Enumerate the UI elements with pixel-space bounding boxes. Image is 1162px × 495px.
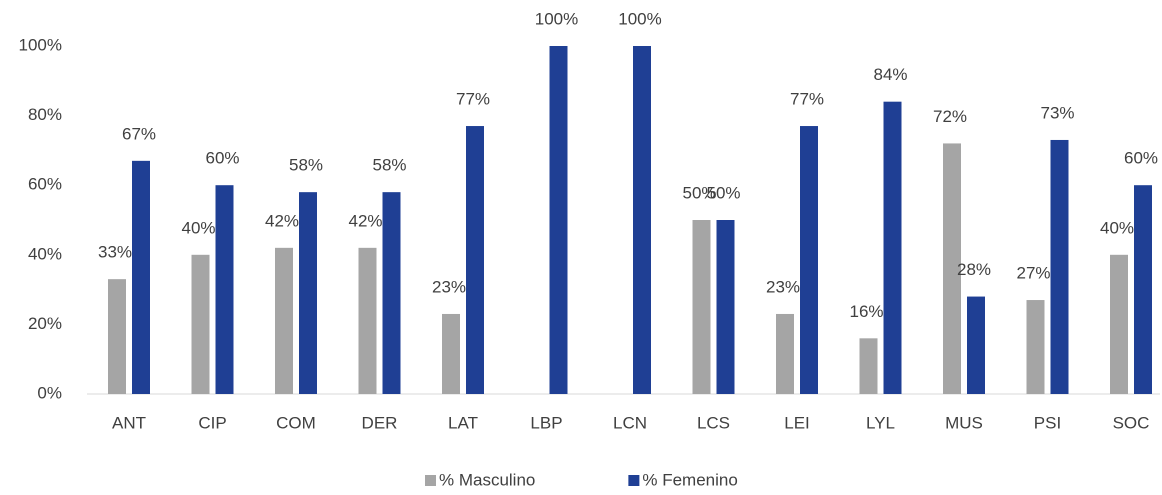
legend-swatch bbox=[425, 475, 436, 486]
value-label: 100% bbox=[535, 9, 578, 28]
x-tick-label: LCN bbox=[613, 413, 647, 432]
value-label: 27% bbox=[1016, 264, 1050, 283]
bar bbox=[943, 143, 961, 394]
value-label: 67% bbox=[122, 124, 156, 143]
x-tick-label: SOC bbox=[1113, 413, 1150, 432]
value-label: 60% bbox=[1124, 149, 1158, 168]
bar bbox=[883, 101, 902, 395]
x-tick-label: LEI bbox=[784, 413, 810, 432]
value-label: 50% bbox=[706, 183, 740, 202]
value-label: 77% bbox=[456, 90, 490, 109]
bar bbox=[967, 296, 985, 394]
value-label: 58% bbox=[289, 156, 323, 175]
bar bbox=[442, 313, 460, 394]
bar bbox=[1050, 139, 1069, 394]
value-label: 40% bbox=[1100, 218, 1134, 237]
bar bbox=[859, 338, 878, 394]
value-label: 42% bbox=[265, 211, 299, 230]
value-label: 40% bbox=[181, 218, 215, 237]
y-tick-label: 80% bbox=[28, 105, 62, 124]
x-tick-label: CIP bbox=[198, 413, 226, 432]
bar bbox=[549, 46, 568, 394]
value-label: 16% bbox=[849, 302, 883, 321]
value-label: 84% bbox=[873, 65, 907, 84]
bar bbox=[716, 220, 735, 394]
value-label: 72% bbox=[933, 107, 967, 126]
x-tick-label: LBP bbox=[530, 413, 562, 432]
x-tick-label: LCS bbox=[697, 413, 730, 432]
value-label: 100% bbox=[618, 9, 661, 28]
x-tick-label: PSI bbox=[1034, 413, 1061, 432]
bar bbox=[382, 192, 401, 394]
bar bbox=[299, 192, 317, 394]
value-label: 73% bbox=[1040, 103, 1074, 122]
value-label: 23% bbox=[766, 277, 800, 296]
value-label: 28% bbox=[957, 260, 991, 279]
value-label: 33% bbox=[98, 243, 132, 262]
x-tick-label: LYL bbox=[866, 413, 895, 432]
bar bbox=[466, 126, 484, 394]
bar bbox=[1026, 300, 1045, 394]
value-label: 58% bbox=[372, 156, 406, 175]
bar bbox=[1134, 185, 1152, 394]
bar bbox=[800, 126, 818, 394]
y-tick-label: 100% bbox=[19, 35, 62, 54]
value-label: 77% bbox=[790, 90, 824, 109]
x-tick-label: DER bbox=[362, 413, 398, 432]
bar bbox=[692, 220, 711, 394]
legend-label: % Femenino bbox=[642, 470, 737, 489]
value-label: 23% bbox=[432, 277, 466, 296]
bar bbox=[108, 279, 126, 394]
legend-label: % Masculino bbox=[439, 470, 535, 489]
value-label: 50% bbox=[682, 183, 716, 202]
bar bbox=[191, 254, 210, 394]
x-tick-label: ANT bbox=[112, 413, 146, 432]
value-label: 60% bbox=[205, 149, 239, 168]
legend-swatch bbox=[628, 475, 640, 486]
y-tick-label: 40% bbox=[28, 244, 62, 263]
bar bbox=[215, 185, 234, 394]
y-tick-label: 60% bbox=[28, 175, 62, 194]
value-label: 42% bbox=[348, 211, 382, 230]
y-tick-label: 0% bbox=[37, 383, 62, 402]
y-tick-label: 20% bbox=[28, 314, 62, 333]
bar bbox=[132, 160, 150, 394]
bar bbox=[275, 247, 293, 394]
bar bbox=[633, 46, 651, 394]
bar bbox=[776, 313, 794, 394]
x-tick-label: COM bbox=[276, 413, 316, 432]
bar bbox=[358, 247, 377, 394]
bar bbox=[1110, 254, 1128, 394]
x-tick-label: LAT bbox=[448, 413, 478, 432]
x-tick-label: MUS bbox=[945, 413, 983, 432]
